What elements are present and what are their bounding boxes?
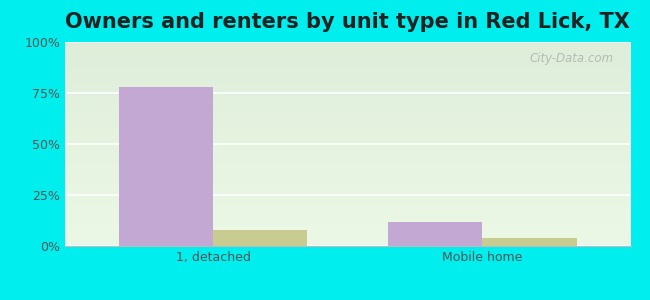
Bar [65, 185, 630, 190]
Bar [482, 238, 577, 246]
Bar [65, 47, 630, 52]
Bar [65, 88, 630, 93]
Bar [65, 93, 630, 98]
Bar [65, 68, 630, 73]
Bar [65, 144, 630, 149]
Bar [65, 154, 630, 159]
Bar [65, 226, 630, 231]
Bar [65, 98, 630, 103]
Bar [65, 190, 630, 195]
Bar [65, 62, 630, 68]
Bar [119, 87, 213, 246]
Bar [65, 124, 630, 129]
Bar [65, 42, 630, 47]
Bar [213, 230, 307, 246]
Bar [65, 134, 630, 139]
Bar [65, 113, 630, 119]
Bar [65, 215, 630, 220]
Bar [65, 241, 630, 246]
Bar [65, 195, 630, 200]
Bar [65, 164, 630, 169]
Bar [65, 52, 630, 57]
Bar [65, 220, 630, 226]
Bar [65, 149, 630, 154]
Bar [65, 118, 630, 124]
Bar [388, 221, 482, 246]
Bar [65, 139, 630, 144]
Bar [65, 231, 630, 236]
Title: Owners and renters by unit type in Red Lick, TX: Owners and renters by unit type in Red L… [65, 12, 630, 32]
Bar [65, 83, 630, 88]
Bar [65, 108, 630, 113]
Bar [65, 236, 630, 241]
Bar [65, 159, 630, 164]
Text: City-Data.com: City-Data.com [529, 52, 614, 65]
Bar [65, 175, 630, 180]
Bar [65, 78, 630, 83]
Bar [65, 210, 630, 215]
Bar [65, 129, 630, 134]
Bar [65, 180, 630, 185]
Bar [65, 200, 630, 205]
Bar [65, 103, 630, 108]
Bar [65, 205, 630, 210]
Bar [65, 169, 630, 175]
Bar [65, 57, 630, 62]
Bar [65, 73, 630, 78]
